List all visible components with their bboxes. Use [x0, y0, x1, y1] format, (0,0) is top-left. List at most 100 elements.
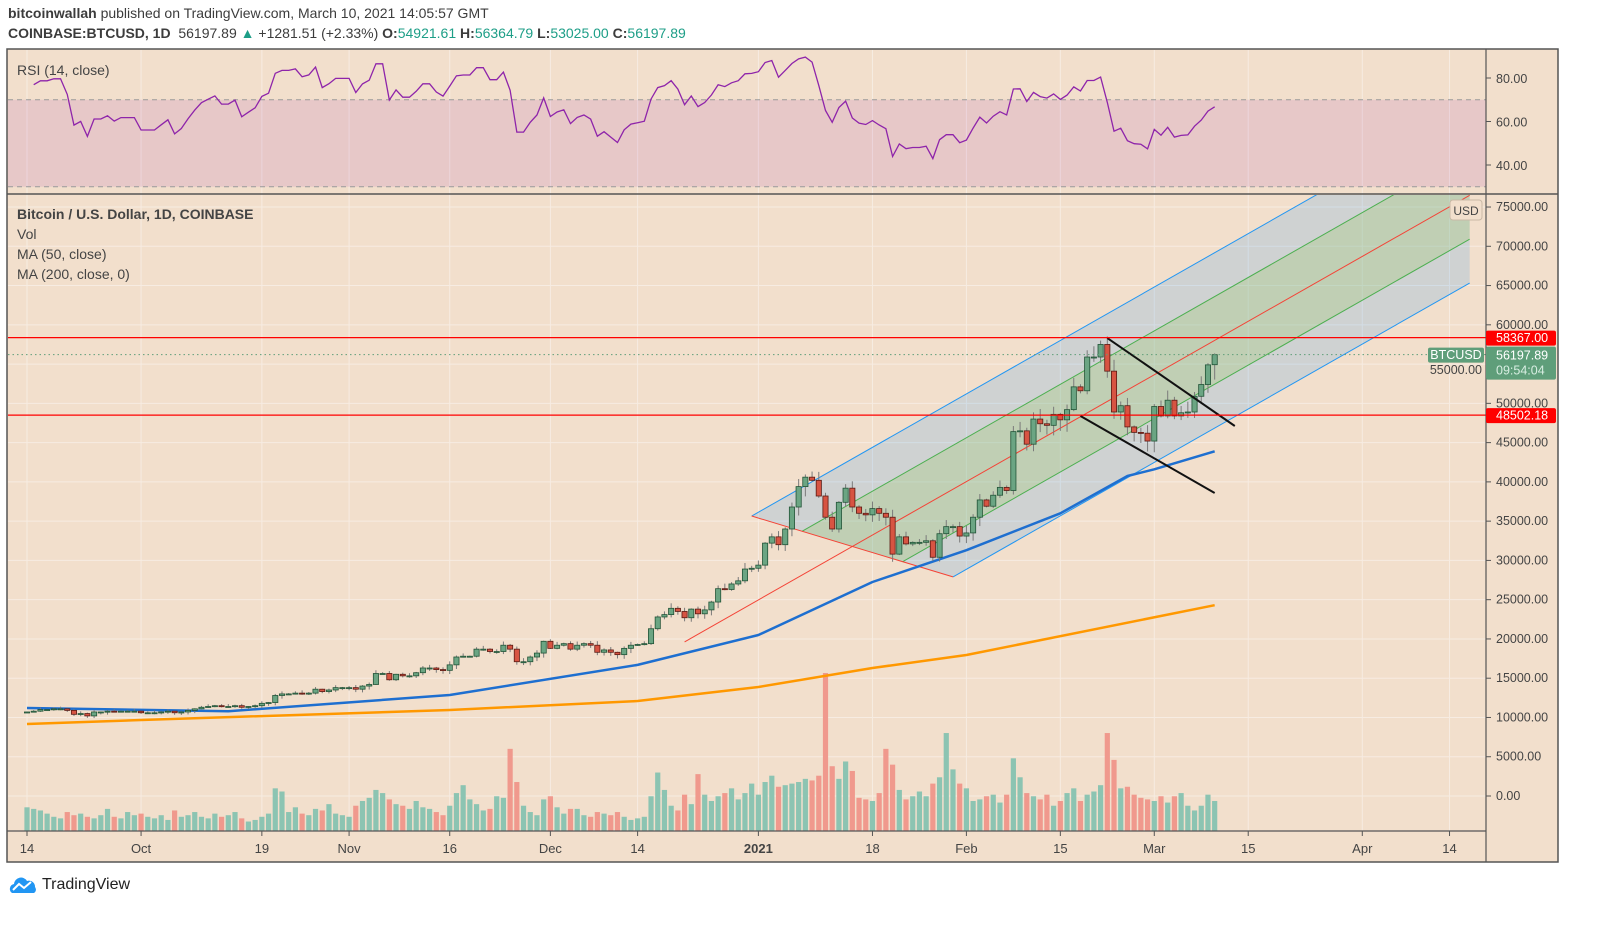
legend-ma50[interactable]: MA (50, close): [17, 246, 106, 262]
volume-bar: [299, 813, 305, 831]
axes[interactable]: 75000.00 70000.00 65000.00 60000.00 55000.00…: [20, 72, 1548, 856]
candle: [1070, 377, 1077, 412]
main-pane[interactable]: [8, 108, 1486, 831]
volume-bar: [843, 761, 849, 831]
candle-body-down: [721, 588, 728, 591]
candle: [111, 709, 118, 713]
candle-body-up: [359, 685, 366, 690]
volume-bar: [111, 816, 117, 831]
candle: [829, 511, 836, 532]
price-axis-label: 70000.00: [1496, 239, 1548, 253]
candle: [728, 582, 735, 591]
rsi-pane[interactable]: [8, 56, 1486, 188]
candle: [238, 703, 245, 709]
time-axis-label: Nov: [338, 841, 362, 856]
volume-bar: [923, 796, 929, 831]
price-axis-label: 10000.00: [1496, 710, 1548, 724]
volume-bar: [339, 815, 345, 831]
candle: [1131, 425, 1138, 442]
candle-body-down: [876, 508, 883, 514]
volume-bar: [37, 810, 44, 831]
candle: [70, 708, 77, 716]
candle: [1191, 391, 1198, 418]
volume-bar: [51, 816, 57, 831]
candle-body-down: [695, 608, 702, 615]
candle: [567, 641, 574, 651]
candle: [164, 709, 171, 714]
candle: [715, 585, 722, 609]
volume-bar: [829, 766, 835, 831]
candle: [473, 647, 480, 658]
candle: [77, 711, 84, 717]
volume-bar: [1010, 758, 1016, 831]
candle: [1117, 401, 1124, 420]
candle-body-up: [245, 706, 252, 708]
currency-button[interactable]: USD: [1449, 199, 1483, 221]
volume-bar: [930, 783, 936, 831]
candle: [171, 710, 178, 715]
candle-body-down: [607, 649, 614, 653]
candle-body-down: [929, 540, 936, 558]
time-axis-label: 14: [630, 841, 644, 856]
candle: [325, 688, 332, 694]
candle: [272, 693, 279, 706]
candle-body-up: [57, 708, 64, 711]
candle-body-up: [560, 643, 567, 646]
volume-bar: [1165, 802, 1171, 831]
volume-bar: [681, 794, 688, 831]
price-axis-label: 55000.00: [1430, 363, 1482, 377]
brand-name: TradingView: [42, 876, 131, 893]
volume-bar: [353, 805, 359, 831]
candle: [205, 704, 212, 708]
legend-vol[interactable]: Vol: [17, 226, 36, 242]
candle: [802, 474, 809, 497]
candle: [1030, 412, 1037, 452]
price-axis-label: 15000.00: [1496, 671, 1548, 685]
candle: [1050, 406, 1057, 436]
volume-bar: [467, 799, 473, 831]
candle-body-up: [741, 568, 748, 582]
candle: [970, 514, 977, 541]
price-axis-label: 75000.00: [1496, 200, 1548, 214]
candle-body-up: [869, 508, 876, 516]
volume-bar: [910, 796, 916, 831]
support-tag: [1486, 408, 1556, 424]
candle-body-up: [1151, 406, 1158, 442]
volume-bar: [896, 789, 902, 831]
volume-bar: [1084, 794, 1090, 831]
candle: [84, 712, 91, 718]
tradingview-logo[interactable]: TradingView: [8, 876, 130, 894]
legend-ma200[interactable]: MA (200, close, 0): [17, 266, 130, 282]
candle-body-up: [634, 644, 641, 646]
volume-bar: [782, 785, 788, 831]
candle: [956, 521, 963, 543]
volume-bar: [869, 800, 876, 831]
candle-body-up: [621, 647, 628, 656]
candle: [305, 692, 312, 696]
volume-bar: [84, 816, 90, 831]
volume-bar: [1104, 733, 1110, 831]
candle: [211, 704, 218, 708]
volume-bar: [702, 794, 708, 831]
candle-body-up: [426, 667, 433, 670]
publish-info: bitcoinwallah published on TradingView.c…: [8, 5, 489, 21]
candle: [641, 641, 648, 646]
candle: [1111, 359, 1118, 419]
volume-bar: [1111, 759, 1117, 831]
candle-body-up: [701, 609, 708, 615]
volume-bar: [688, 804, 694, 831]
volume-bar: [500, 797, 507, 831]
candle: [299, 690, 306, 695]
candle-body-down: [238, 705, 245, 708]
candle: [466, 655, 473, 658]
candle: [903, 531, 910, 546]
candle-body-up: [460, 655, 467, 658]
volume-bar: [312, 808, 319, 831]
publisher[interactable]: bitcoinwallah: [8, 5, 97, 21]
candle-body-down: [856, 506, 863, 514]
candle: [856, 505, 863, 519]
high-value: 56364.79: [474, 25, 534, 41]
candle-body-down: [849, 487, 856, 508]
